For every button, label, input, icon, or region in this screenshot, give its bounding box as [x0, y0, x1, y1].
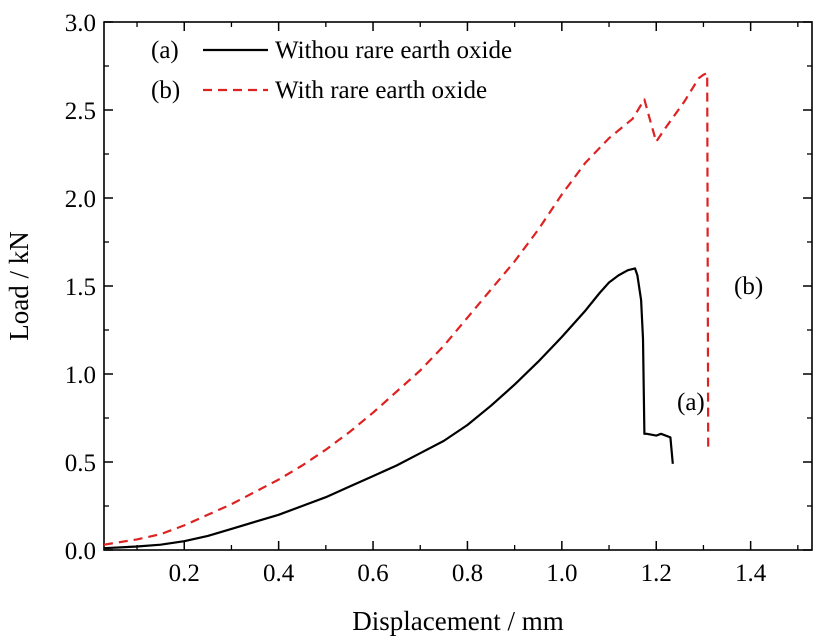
- x-tick-label: 1.0: [546, 560, 577, 587]
- legend-tag: (b): [151, 77, 180, 104]
- x-tick-label: 0.2: [169, 560, 200, 587]
- y-axis-label: Load / kN: [4, 231, 34, 340]
- annotations: (a) (b): [677, 273, 763, 416]
- x-tick-label: 0.8: [452, 560, 483, 587]
- curve-annotation-b: (b): [734, 273, 763, 300]
- series-layer: [103, 71, 710, 550]
- series-line-a: [103, 267, 674, 550]
- x-tick-label: 0.6: [357, 560, 388, 587]
- y-tick-label: 0.5: [65, 450, 96, 477]
- y-tick-label: 2.0: [65, 186, 96, 213]
- legend-entry-label: Withou rare earth oxide: [275, 37, 512, 64]
- legend: (a) Withou rare earth oxide (b) With rare e…: [151, 37, 512, 104]
- series-line-b: [103, 71, 710, 546]
- y-tick-label: 1.5: [65, 274, 96, 301]
- y-tick-label: 2.5: [65, 98, 96, 125]
- legend-entry-label: With rare earth oxide: [275, 77, 487, 104]
- x-tick-label: 1.4: [735, 560, 767, 587]
- x-tick-label: 0.4: [263, 560, 295, 587]
- axis-ticks: 0.2 0.4 0.6 0.8 1.0 1.2 1.4 0.0 0.5 1.0 1.5 2.0 2.5 3…: [65, 10, 812, 587]
- legend-tag: (a): [151, 37, 179, 64]
- y-tick-label: 0.0: [65, 538, 96, 565]
- y-tick-label: 1.0: [65, 362, 96, 389]
- x-tick-label: 1.2: [641, 560, 672, 587]
- y-tick-label: 3.0: [65, 10, 96, 37]
- curve-annotation-a: (a): [677, 389, 705, 416]
- x-axis-label: Displacement / mm: [352, 606, 563, 636]
